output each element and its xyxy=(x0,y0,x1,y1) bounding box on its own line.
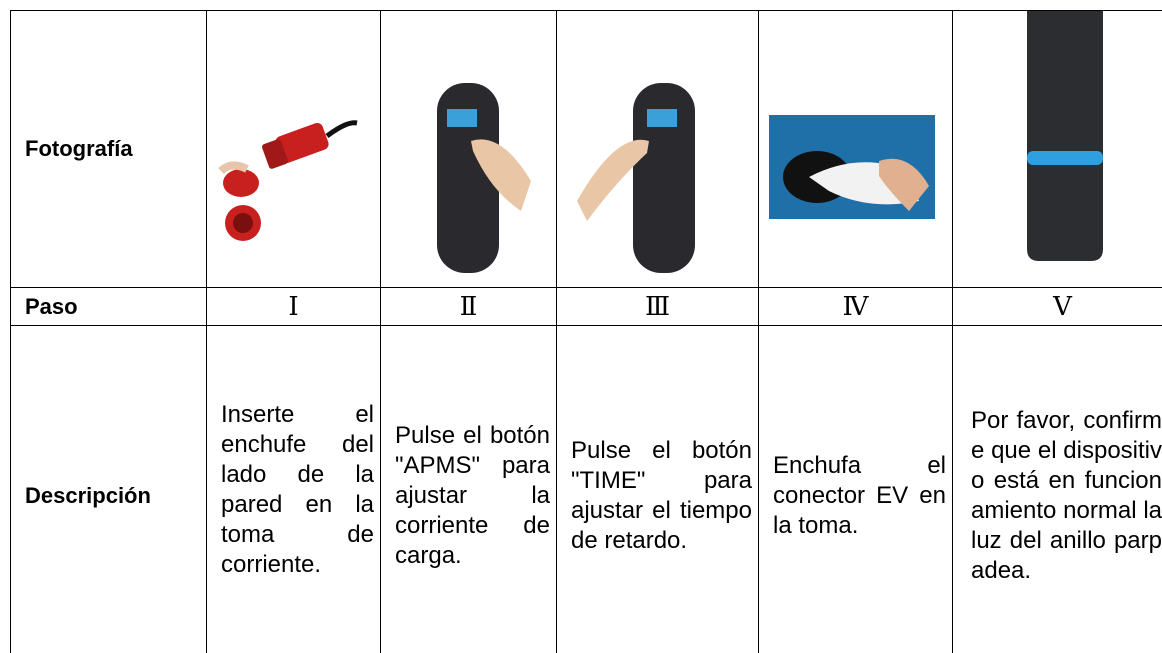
desc-text: Por favor, confirme que el dispositivo e… xyxy=(971,406,1162,584)
photo-cell xyxy=(556,10,758,287)
step-number: Ⅳ xyxy=(842,291,869,321)
photo-cell xyxy=(758,10,952,287)
photo-cell xyxy=(206,10,380,287)
label-text: Fotografía xyxy=(25,136,133,161)
row-label: Fotografía xyxy=(10,10,206,287)
charger-photo xyxy=(577,82,695,273)
step-cell: Ⅲ xyxy=(556,287,758,325)
step-cell: Ⅳ xyxy=(758,287,952,325)
desc-text: Inserte el enchufe del lado de la pared … xyxy=(221,400,374,578)
step-cell: Ⅰ xyxy=(206,287,380,325)
charger-photo xyxy=(437,82,531,273)
desc-cell: Pulse el botón "APMS" para ajustar la co… xyxy=(380,325,556,653)
desc-cell: Pulse el botón "TIME" para ajustar el ti… xyxy=(556,325,758,653)
label-text: Paso xyxy=(25,293,78,319)
photo-cell xyxy=(952,10,1162,287)
plug-photo xyxy=(218,119,358,241)
desc-cell: Enchufa el conector EV en la toma. xyxy=(758,325,952,653)
step-number: Ⅲ xyxy=(644,291,671,321)
row-label: Descripción xyxy=(10,325,206,653)
step-number: Ⅰ xyxy=(288,291,299,321)
ev-photo xyxy=(769,114,935,219)
desc-text: Pulse el botón "APMS" para ajustar la co… xyxy=(395,421,550,569)
step-cell: Ⅴ xyxy=(952,287,1162,325)
step-cell: Ⅱ xyxy=(380,287,556,325)
step-number: Ⅴ xyxy=(1053,291,1072,321)
photo-cell xyxy=(380,10,556,287)
desc-text: Pulse el botón "TIME" para ajustar el ti… xyxy=(571,436,752,554)
desc-text: Enchufa el conector EV en la toma. xyxy=(773,451,946,539)
row-label: Paso xyxy=(10,287,206,325)
step-number: Ⅱ xyxy=(459,291,478,321)
desc-cell: Por favor, confirme que el dispositivo e… xyxy=(952,325,1162,653)
ring-photo xyxy=(1027,10,1103,261)
desc-cell: Inserte el enchufe del lado de la pared … xyxy=(206,325,380,653)
label-text: Descripción xyxy=(25,482,151,508)
